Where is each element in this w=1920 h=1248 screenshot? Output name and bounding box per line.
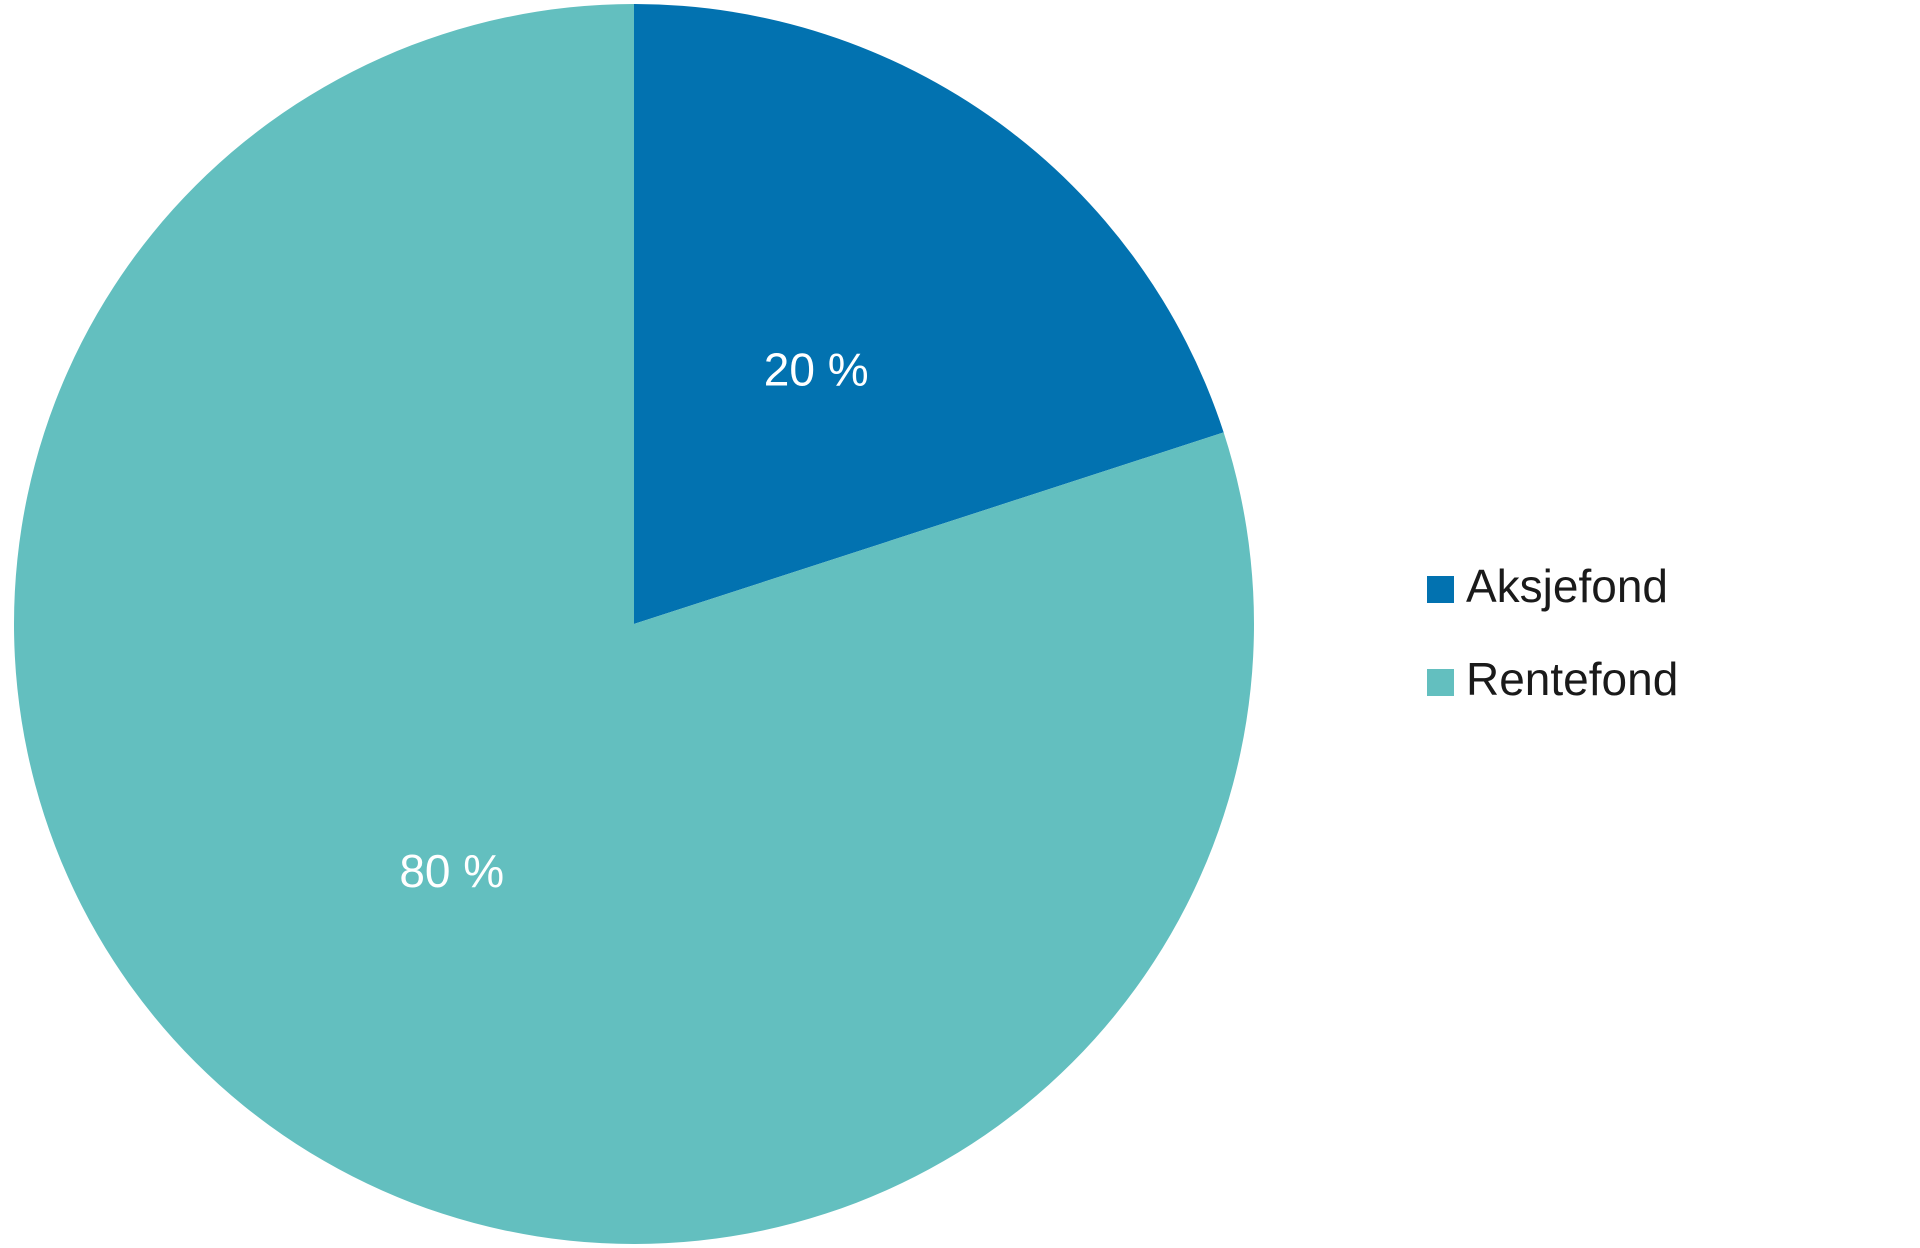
legend-label: Aksjefond (1466, 560, 1668, 612)
legend-swatch (1427, 669, 1454, 696)
value-label: 20 % (764, 343, 869, 395)
legend-swatch (1427, 576, 1454, 603)
pie-slice (634, 4, 1224, 624)
value-label: 80 % (399, 845, 504, 897)
legend-label: Rentefond (1466, 653, 1678, 705)
pie-slice (13, 4, 1254, 1244)
